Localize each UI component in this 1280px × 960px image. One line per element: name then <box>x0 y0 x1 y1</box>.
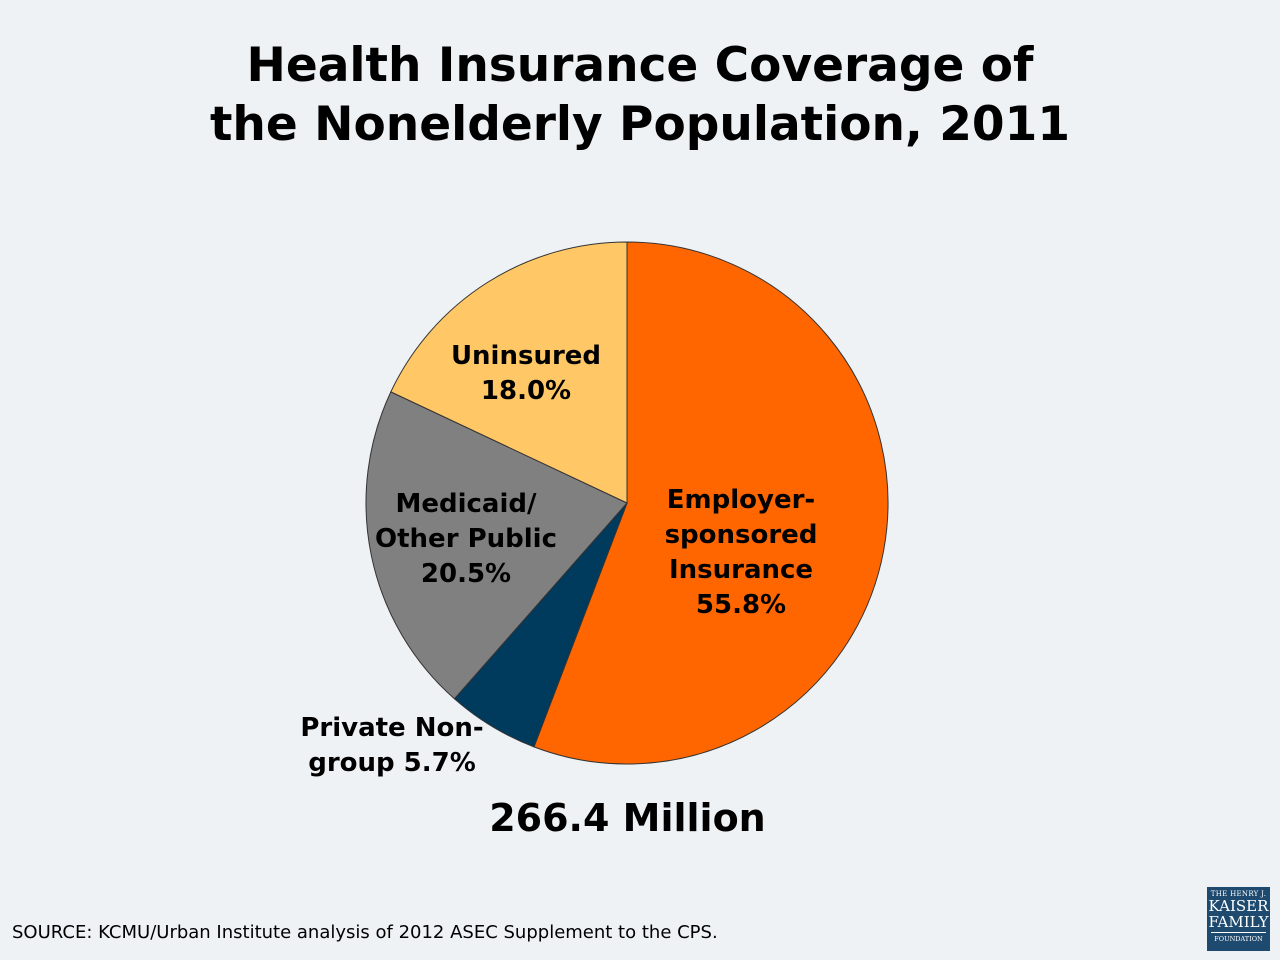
slice-label-line: 55.8% <box>696 590 786 620</box>
source-note: SOURCE: KCMU/Urban Institute analysis of… <box>12 922 718 943</box>
slice-label-line: sponsored <box>665 520 818 550</box>
slice-label-line: Insurance <box>669 555 813 585</box>
slice-label: Employer-sponsored Insurance 55.8% <box>665 485 818 620</box>
slice-label-line: Medicaid/ <box>395 489 537 519</box>
total-label: 266.4 Million <box>489 796 766 840</box>
slice-label: Private Non-group 5.7% <box>300 713 483 778</box>
slice-label-line: Uninsured <box>451 341 601 371</box>
chart-title: Health Insurance Coverage of the Nonelde… <box>209 38 1071 152</box>
slice-label: Uninsured 18.0% <box>451 341 601 406</box>
slice-label-line: 18.0% <box>481 376 571 406</box>
pie-slice-medicaid-other-public <box>365 391 628 700</box>
slice-label-line: 20.5% <box>421 559 511 589</box>
pie-slice-employer-sponsored-insurance <box>533 241 889 765</box>
slice-label-line: Employer- <box>667 485 815 515</box>
slice-label: Medicaid/Other Public 20.5% <box>375 489 557 589</box>
kff-logo: THE HENRY J. KAISER FAMILY FOUNDATION <box>1207 887 1270 951</box>
slice-label-line: Other Public <box>375 524 557 554</box>
slice-label-line: Private Non- <box>300 713 483 743</box>
slice-label-line: group 5.7% <box>308 748 476 778</box>
pie-slice-uninsured <box>390 241 628 504</box>
